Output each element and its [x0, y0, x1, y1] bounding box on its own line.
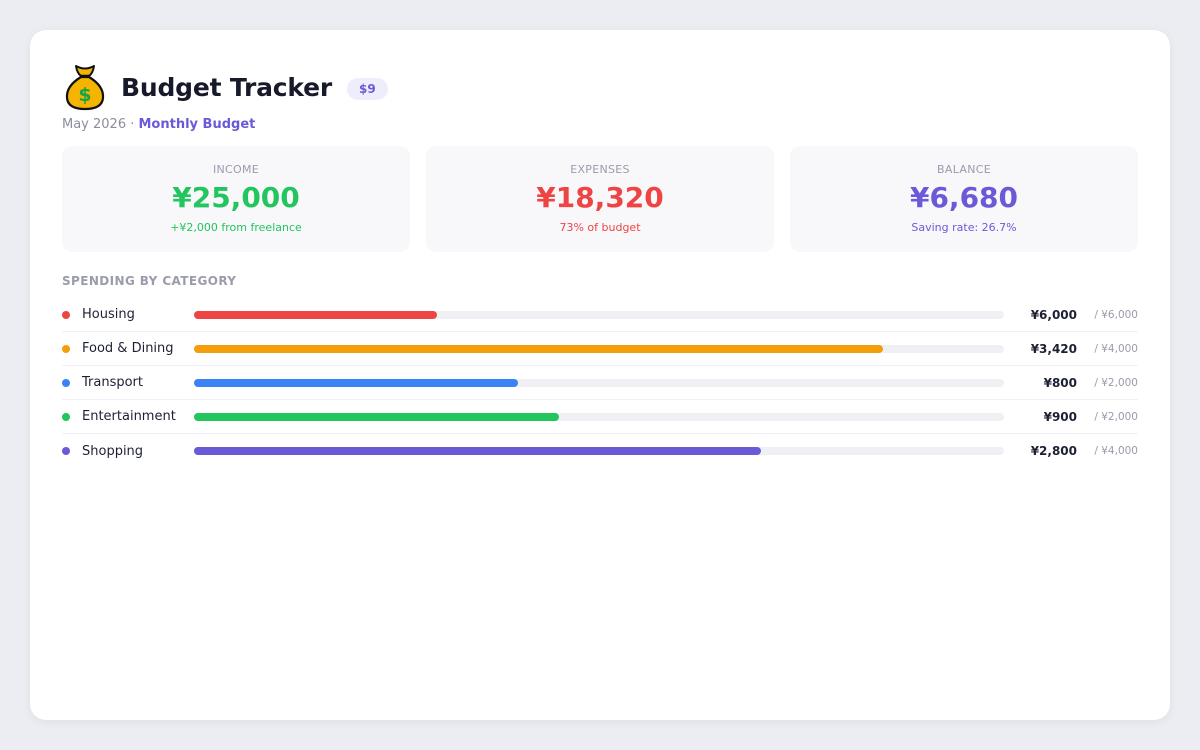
category-name: Food & Dining — [82, 341, 174, 356]
category-dot — [62, 378, 70, 387]
page-title: Budget Tracker — [121, 72, 333, 102]
progress-fill — [194, 378, 518, 387]
category-name: Shopping — [82, 443, 144, 459]
category-dot — [62, 412, 70, 421]
category-dot — [62, 310, 70, 319]
progress-track — [194, 310, 1004, 319]
category-name: Entertainment — [82, 409, 176, 424]
category-limit: / ¥2,000 — [1094, 410, 1138, 423]
category-limit: / ¥4,000 — [1094, 342, 1138, 355]
category-amount: ¥6,000 — [1030, 307, 1077, 322]
balance-value: ¥6,680 — [909, 181, 1019, 214]
category-row-housing: Housing ¥6,000 / ¥6,000 — [62, 298, 1138, 332]
category-amount: ¥2,800 — [1030, 444, 1077, 458]
category-row-food-dining: Food & Dining ¥3,420 / ¥4,000 — [62, 332, 1138, 366]
progress-fill — [194, 412, 559, 421]
category-limit: / ¥6,000 — [1094, 308, 1138, 321]
expenses-note: 73% of budget — [559, 221, 641, 234]
expenses-value: ¥18,320 — [536, 181, 664, 214]
svg-text:$: $ — [78, 84, 91, 106]
section-title: SPENDING BY CATEGORY — [62, 274, 237, 288]
subtitle-separator: · — [126, 117, 139, 132]
category-row-entertainment: Entertainment ¥900 / ¥2,000 — [62, 400, 1138, 434]
summary-stats: INCOME ¥25,000 +¥2,000 from freelance EX… — [62, 146, 1138, 252]
progress-track — [194, 378, 1004, 387]
progress-fill — [194, 310, 437, 319]
expenses-card: EXPENSES ¥18,320 73% of budget — [426, 146, 774, 252]
budget-card: $ Budget Tracker $9 May 2026 · Monthly B… — [30, 30, 1170, 720]
expenses-label: EXPENSES — [570, 163, 630, 176]
monthly-budget-link[interactable]: Monthly Budget — [138, 117, 256, 132]
category-name: Transport — [82, 375, 144, 390]
balance-label: BALANCE — [937, 163, 991, 176]
progress-fill — [194, 447, 761, 455]
category-limit: / ¥4,000 — [1094, 445, 1138, 457]
income-note: +¥2,000 from freelance — [170, 221, 302, 234]
progress-track — [194, 344, 1004, 353]
income-value: ¥25,000 — [172, 181, 300, 214]
progress-fill — [194, 344, 883, 353]
balance-card: BALANCE ¥6,680 Saving rate: 26.7% — [790, 146, 1138, 252]
category-dot — [62, 344, 70, 353]
category-limit: / ¥2,000 — [1094, 376, 1138, 389]
progress-track — [194, 447, 1004, 455]
subtitle: May 2026 · Monthly Budget — [62, 117, 1138, 132]
category-name: Housing — [82, 307, 135, 322]
price-badge: $9 — [347, 78, 388, 100]
header: $ Budget Tracker $9 — [62, 62, 1138, 112]
balance-note: Saving rate: 26.7% — [911, 221, 1017, 234]
category-amount: ¥800 — [1043, 375, 1077, 390]
period-label: May 2026 — [62, 117, 127, 132]
money-bag-icon: $ — [65, 65, 105, 111]
category-row-shopping: Shopping ¥2,800 / ¥4,000 — [62, 434, 1138, 468]
category-row-transport: Transport ¥800 / ¥2,000 — [62, 366, 1138, 400]
income-label: INCOME — [212, 163, 260, 176]
category-dot — [62, 447, 70, 455]
category-list: Housing ¥6,000 / ¥6,000 Food & Dining ¥3… — [62, 298, 1138, 468]
progress-track — [194, 412, 1004, 421]
category-amount: ¥900 — [1043, 409, 1077, 424]
income-card: INCOME ¥25,000 +¥2,000 from freelance — [62, 146, 410, 252]
category-amount: ¥3,420 — [1030, 341, 1077, 356]
